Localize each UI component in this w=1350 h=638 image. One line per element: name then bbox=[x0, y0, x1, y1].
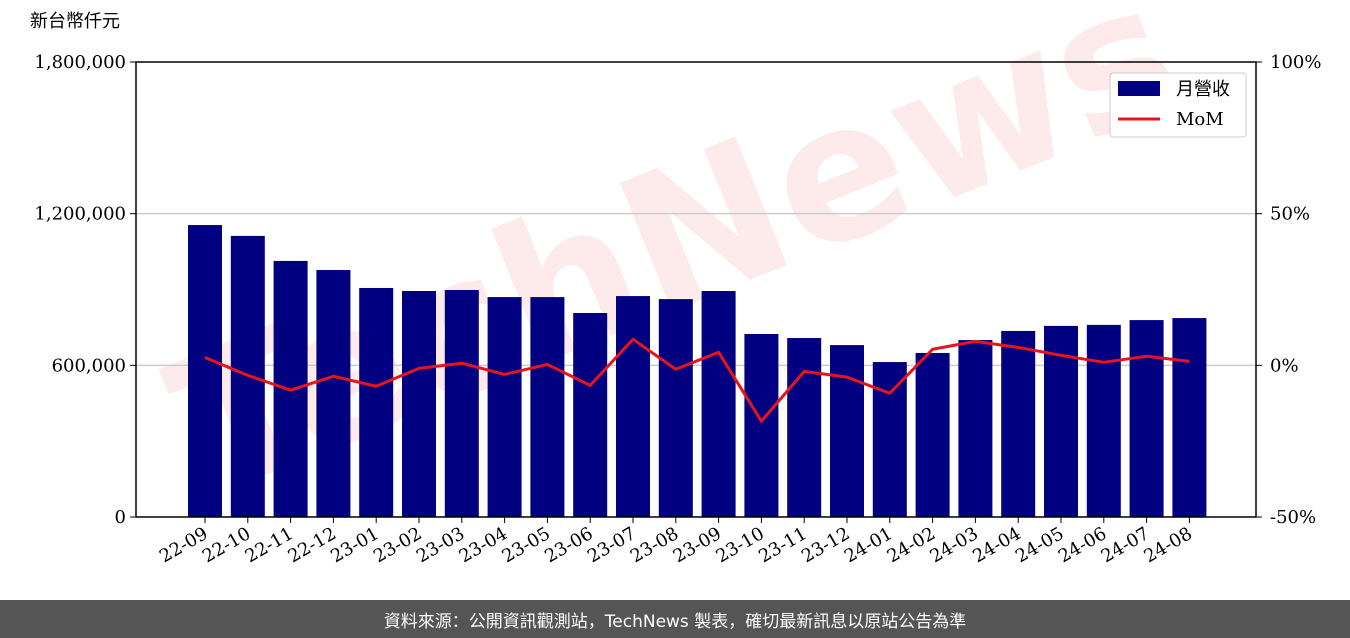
legend-label: 月營收 bbox=[1176, 79, 1230, 100]
legend-label: MoM bbox=[1176, 109, 1224, 130]
bar bbox=[1172, 318, 1207, 517]
bar bbox=[316, 270, 351, 517]
bar bbox=[444, 290, 479, 517]
x-tick-label: 23-04 bbox=[456, 523, 511, 567]
y2-tick-label: 0% bbox=[1270, 355, 1299, 376]
x-tick-label: 24-05 bbox=[1012, 523, 1067, 567]
y-tick-label: 600,000 bbox=[52, 355, 126, 376]
y2-tick-label: 100% bbox=[1270, 52, 1321, 73]
y-tick-label: 0 bbox=[115, 507, 126, 528]
y2-tick-label: 50% bbox=[1270, 204, 1310, 225]
y-tick-label: 1,200,000 bbox=[34, 204, 126, 225]
x-tick-label: 23-10 bbox=[712, 523, 767, 567]
bar bbox=[1001, 330, 1036, 517]
x-tick-label: 23-01 bbox=[327, 523, 382, 567]
bar bbox=[616, 296, 650, 517]
bar bbox=[573, 313, 608, 517]
x-tick-label: 23-05 bbox=[498, 523, 553, 567]
bar bbox=[487, 297, 522, 517]
x-tick-label: 24-03 bbox=[926, 523, 981, 567]
x-tick-label: 24-07 bbox=[1098, 523, 1153, 567]
x-tick-label: 23-11 bbox=[755, 523, 810, 567]
bar bbox=[188, 225, 222, 517]
x-tick-label: 24-08 bbox=[1140, 523, 1195, 567]
bar bbox=[402, 291, 436, 517]
x-tick-label: 23-08 bbox=[627, 523, 682, 567]
x-tick-label: 23-12 bbox=[798, 523, 853, 567]
bar bbox=[787, 338, 822, 517]
bar bbox=[872, 362, 907, 517]
y-tick-label: 1,800,000 bbox=[34, 52, 126, 73]
x-tick-label: 23-09 bbox=[670, 523, 725, 567]
x-tick-label: 22-09 bbox=[156, 523, 211, 567]
footer: 資料來源：公開資訊觀測站，TechNews 製表，確切最新訊息以原站公告為準 bbox=[0, 600, 1350, 638]
x-tick-label: 23-07 bbox=[584, 523, 639, 567]
bar bbox=[958, 340, 993, 517]
bar bbox=[830, 345, 864, 517]
x-tick-label: 24-04 bbox=[969, 523, 1024, 567]
bar bbox=[701, 291, 736, 517]
chart: 新台幣仟元 TechNews 0600,0001,200,0001,800,00… bbox=[30, 0, 1321, 567]
y-axis-label: 新台幣仟元 bbox=[30, 11, 120, 32]
bar bbox=[1086, 324, 1121, 517]
plot-frame bbox=[135, 61, 1257, 518]
x-tick-label: 23-03 bbox=[413, 523, 468, 567]
x-tick-label: 23-06 bbox=[541, 523, 596, 567]
x-tick-label: 23-02 bbox=[370, 523, 425, 567]
bar bbox=[744, 333, 779, 517]
legend-swatch bbox=[1118, 81, 1160, 96]
bar bbox=[1129, 320, 1164, 517]
mom-line bbox=[204, 337, 1190, 423]
bar bbox=[359, 287, 394, 517]
y2-tick-label: -50% bbox=[1270, 507, 1316, 528]
bar bbox=[658, 299, 693, 517]
bar bbox=[915, 352, 950, 517]
x-tick-label: 22-12 bbox=[284, 523, 339, 567]
bar bbox=[530, 297, 565, 517]
x-tick-label: 24-06 bbox=[1055, 523, 1110, 567]
x-tick-label: 24-02 bbox=[884, 523, 939, 567]
x-tick-label: 24-01 bbox=[841, 523, 896, 567]
